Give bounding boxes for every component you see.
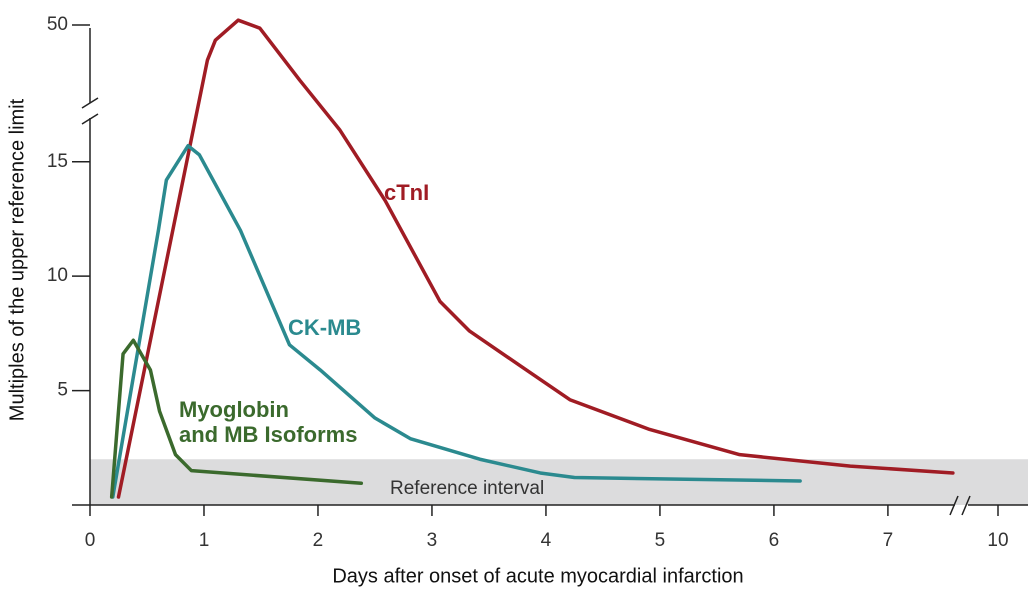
x-tick-label: 4 — [541, 530, 552, 551]
reference-band — [90, 459, 1028, 505]
x-axis-break — [949, 495, 959, 516]
y-tick-label: 15 — [47, 151, 68, 172]
reference-band-label: Reference interval — [390, 478, 544, 499]
x-tick-label: 2 — [313, 530, 324, 551]
series-label: Myoglobin and MB Isoforms — [179, 397, 358, 447]
y-tick-label: 50 — [47, 14, 68, 35]
x-tick-label: 3 — [427, 530, 438, 551]
series-label: CK-MB — [288, 315, 362, 340]
y-axis-break — [81, 97, 99, 109]
x-tick-label: 5 — [655, 530, 666, 551]
y-axis-break — [81, 113, 99, 125]
x-axis-title: Days after onset of acute myocardial inf… — [332, 565, 743, 587]
series-label: cTnI — [384, 180, 430, 205]
x-axis-break — [961, 495, 971, 516]
y-tick-label: 5 — [57, 380, 68, 401]
x-tick-label: 7 — [883, 530, 894, 551]
line-series — [109, 338, 364, 499]
line-series — [111, 143, 802, 499]
y-tick-label: 10 — [47, 265, 68, 286]
x-tick-label: 6 — [769, 530, 780, 551]
x-tick-label: 1 — [199, 530, 210, 551]
x-tick-label: 0 — [85, 530, 96, 551]
line-series — [116, 18, 955, 499]
x-tick-label: 10 — [987, 530, 1008, 551]
y-axis-title: Multiples of the upper reference limit — [6, 98, 28, 421]
